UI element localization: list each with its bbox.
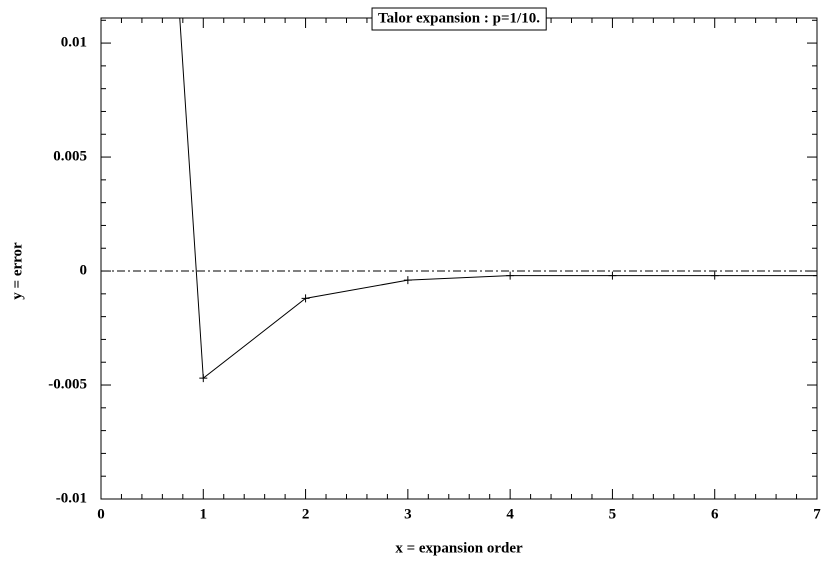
y-axis-label: y = error [9,242,25,300]
data-point [301,294,310,303]
title-box [371,7,547,31]
x-tick-label: 3 [404,506,412,522]
y-tick-label: 0 [80,262,88,278]
x-tick-label: 7 [813,506,821,522]
y-tick-label: -0.01 [56,490,87,506]
data-point [199,374,208,383]
plot-frame [100,17,818,500]
x-tick-label: 5 [609,506,617,522]
chart-title: Talor expansion : p=1/10. [378,10,540,26]
data-point [710,271,719,280]
x-tick-label: 0 [97,506,105,522]
y-tick-label: -0.005 [48,376,87,392]
x-tick-label: 1 [200,506,208,522]
x-tick-label: 6 [711,506,719,522]
data-point [813,271,817,280]
data-line [179,18,817,380]
data-point [506,271,515,280]
data-point [608,271,617,280]
data-point [403,276,412,285]
x-tick-label: 2 [302,506,310,522]
y-tick-label: 0.01 [61,35,87,51]
plot-area [179,18,817,383]
x-tick-label: 4 [506,506,514,522]
y-tick-label: 0.005 [53,148,87,164]
x-axis-label: x = expansion order [395,540,523,556]
